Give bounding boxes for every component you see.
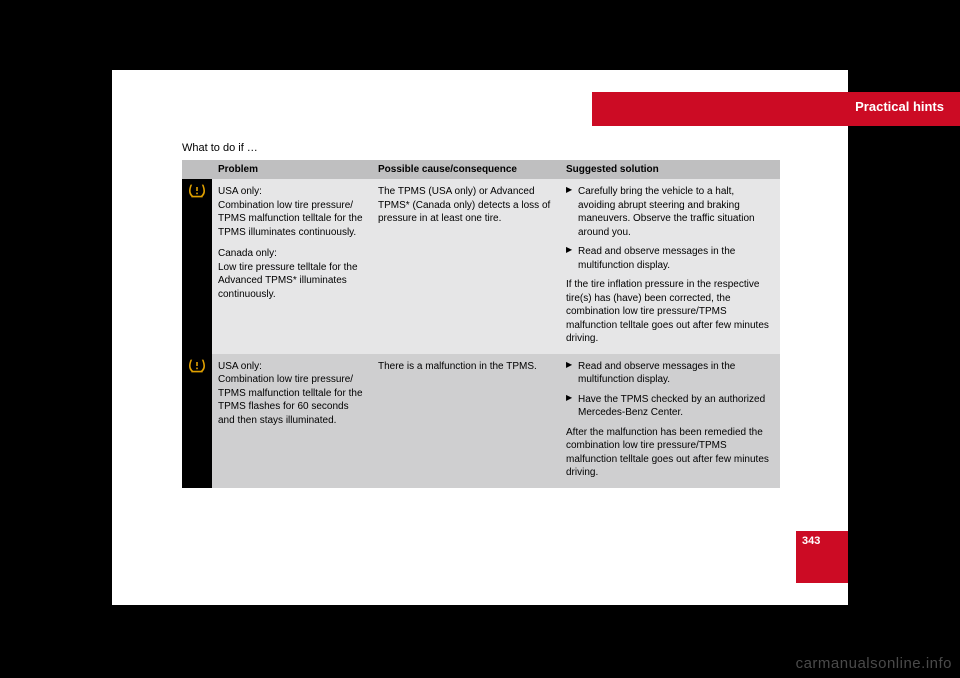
solution-item: Read and observe messages in the multifu… [566,245,774,272]
col-problem-header: Problem [212,160,372,179]
chapter-tab: Practical hints [592,92,960,126]
problem-cell: USA only: Combination low tire pressure/… [212,179,372,354]
chapter-title: Practical hints [855,99,944,114]
manual-page: Practical hints What to do if … Problem … [112,70,848,605]
cause-cell: The TPMS (USA only) or Advanced TPMS* (C… [372,179,560,354]
solution-list: Carefully bring the vehicle to a halt, a… [566,185,774,272]
problem-usa-label: USA only: [218,185,366,199]
problem-canada-label: Canada only: [218,247,366,261]
page-number: 343 [802,535,820,547]
solution-cell: Read and observe messages in the multifu… [560,354,780,488]
solution-after: After the malfunction has been remedied … [566,426,774,480]
problem-usa-text: Combination low tire pressure/ TPMS malf… [218,373,366,427]
problem-cell: USA only: Combination low tire pressure/… [212,354,372,488]
table-header-row: Problem Possible cause/consequence Sugge… [182,160,780,179]
problem-usa-label: USA only: [218,360,366,374]
watermark: carmanualsonline.info [796,655,952,672]
page-number-box: 343 [796,531,848,583]
solution-item: Read and observe messages in the multifu… [566,360,774,387]
section-title: What to do if … [182,142,258,154]
problem-usa-text: Combination low tire pressure/ TPMS malf… [218,199,366,240]
tpms-icon [187,358,207,374]
solution-list: Read and observe messages in the multifu… [566,360,774,420]
troubleshooting-table: Problem Possible cause/consequence Sugge… [182,160,780,488]
col-icon-header [182,160,212,179]
solution-cell: Carefully bring the vehicle to a halt, a… [560,179,780,354]
table-row: USA only: Combination low tire pressure/… [182,354,780,488]
warning-icon-cell [182,179,212,354]
col-cause-header: Possible cause/consequence [372,160,560,179]
col-solution-header: Suggested solution [560,160,780,179]
table-row: USA only: Combination low tire pressure/… [182,179,780,354]
solution-item: Have the TPMS checked by an authorized M… [566,393,774,420]
solution-item: Carefully bring the vehicle to a halt, a… [566,185,774,239]
problem-canada-text: Low tire pressure telltale for the Advan… [218,261,366,302]
solution-after: If the tire inflation pressure in the re… [566,278,774,346]
tpms-icon [187,183,207,199]
warning-icon-cell [182,354,212,488]
cause-cell: There is a malfunction in the TPMS. [372,354,560,488]
